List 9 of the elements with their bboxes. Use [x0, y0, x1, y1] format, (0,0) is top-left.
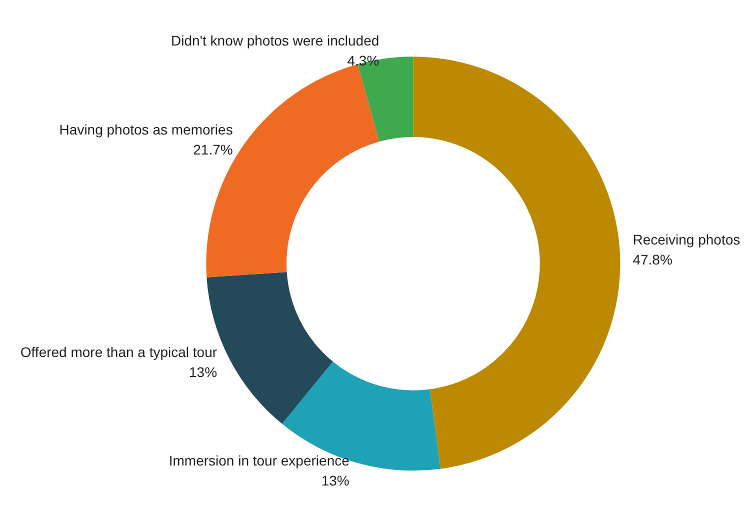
- slice-label: Didn't know photos were included: [171, 32, 380, 49]
- data-label: 47.8%: [632, 251, 672, 268]
- data-label: 13%: [188, 364, 218, 380]
- slice-label: Having photos as memories: [59, 121, 233, 138]
- slice-label: Offered more than a typical tour: [20, 344, 218, 360]
- slice-label: Immersion in tour experience: [168, 452, 350, 468]
- data-label: 21.7%: [193, 141, 233, 158]
- slice-label: Receiving photos: [632, 231, 740, 248]
- data-label: 13%: [321, 472, 350, 488]
